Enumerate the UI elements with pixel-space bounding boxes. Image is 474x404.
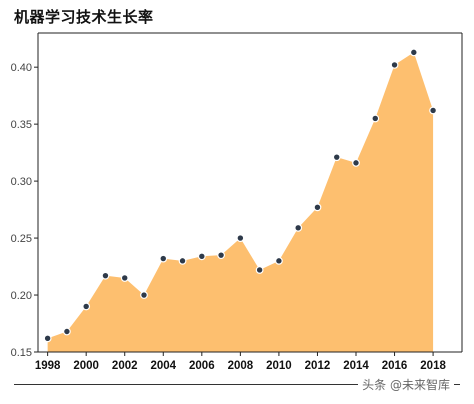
data-point (178, 256, 187, 265)
x-tick-label: 2000 (73, 360, 99, 372)
data-point (217, 251, 225, 260)
watermark: 头条 @未来智库 (358, 376, 454, 393)
data-point (43, 334, 52, 343)
data-markers (43, 48, 437, 343)
x-tick-label: 2002 (112, 360, 138, 372)
data-point (140, 291, 148, 299)
data-point (63, 327, 71, 336)
x-tick-label: 1998 (35, 360, 61, 372)
x-tick-label: 2014 (343, 360, 369, 372)
data-point (371, 114, 380, 123)
data-point (236, 234, 245, 242)
y-tick-label: 0.15 (11, 347, 32, 359)
data-point (313, 203, 322, 212)
x-tick-label: 2012 (305, 360, 331, 372)
data-point (120, 274, 129, 282)
data-point (82, 302, 91, 311)
data-point (255, 266, 264, 274)
area-series (47, 52, 434, 352)
data-point (294, 223, 303, 232)
data-point (275, 256, 283, 265)
area-layer (47, 52, 434, 352)
x-tick-label: 2006 (189, 360, 215, 372)
y-axis-ticks: 0.15 0.20 0.25 0.30 0.35 0.40 (11, 62, 38, 359)
y-tick-label: 0.40 (11, 62, 32, 74)
data-point (390, 61, 399, 69)
y-tick-label: 0.30 (11, 176, 32, 188)
data-point (332, 153, 341, 162)
axes (37, 32, 463, 353)
x-tick-label: 2018 (420, 360, 446, 372)
data-point (197, 252, 206, 261)
x-tick-label: 2004 (150, 360, 176, 372)
y-tick-label: 0.35 (11, 119, 32, 131)
y-tick-label: 0.20 (11, 290, 32, 302)
x-axis-ticks: 1998 2000 2002 2004 2006 2008 2010 2012 2014 2016… (35, 352, 446, 372)
data-point (429, 106, 437, 115)
data-point (409, 48, 418, 57)
y-tick-label: 0.25 (11, 233, 32, 245)
chart-title: 机器学习技术生长率 (14, 8, 154, 26)
footer-divider (14, 384, 460, 385)
x-tick-label: 2010 (266, 360, 292, 372)
x-tick-label: 2016 (382, 360, 408, 372)
data-point (352, 158, 360, 167)
x-tick-label: 2008 (228, 360, 254, 372)
data-point (101, 271, 110, 280)
data-point (159, 254, 168, 263)
